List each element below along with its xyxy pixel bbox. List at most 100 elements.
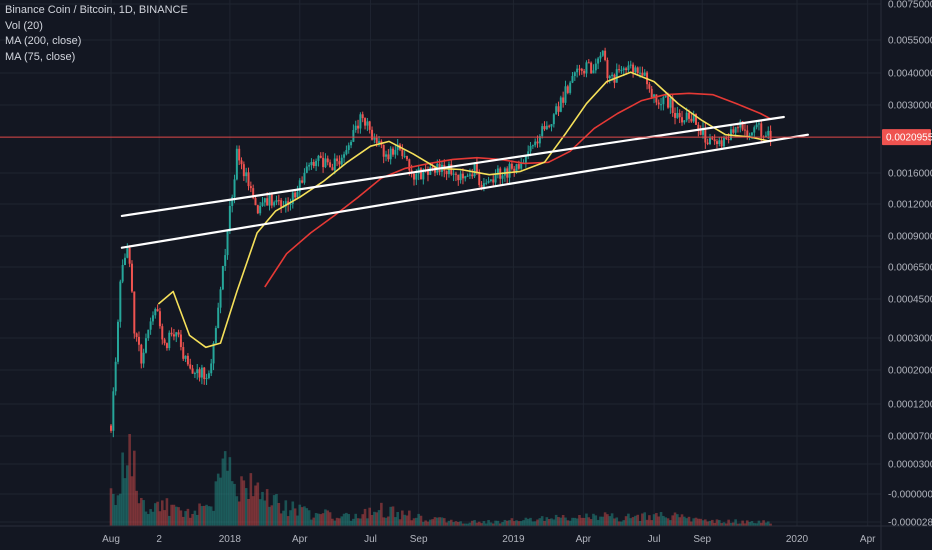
candle-262 [720, 136, 723, 150]
candle-203 [583, 69, 586, 77]
candle-body [699, 129, 702, 135]
symbol-title[interactable]: Binance Coin / Bitcoin, 1D, BINANCE [5, 4, 188, 16]
candle-body [426, 169, 429, 175]
volume-bar-283 [769, 523, 772, 526]
volume-bar-265 [727, 519, 730, 526]
volume-bar-80 [296, 515, 299, 526]
volume-bar-210 [599, 516, 602, 526]
candle-body [636, 67, 639, 74]
candle-body [329, 162, 332, 168]
volume-bar-181 [531, 521, 535, 526]
candle-95 [331, 163, 334, 171]
volume-bar-151 [461, 523, 465, 526]
candle-body [196, 369, 199, 374]
candle-body [606, 60, 609, 79]
volume-bar-102 [347, 514, 351, 526]
candle-213 [606, 57, 609, 84]
candle-body [343, 154, 346, 158]
volume-bar-41 [205, 504, 208, 526]
indicator-ma200[interactable]: MA (200, close) [5, 35, 82, 47]
candle-body [720, 140, 723, 147]
candle-body [412, 173, 415, 180]
volume-bar-121 [391, 506, 395, 526]
candle-body [718, 140, 721, 145]
candle-83 [303, 168, 306, 185]
volume-bar-16 [146, 514, 150, 526]
candle-body [757, 123, 760, 125]
volume-bar-149 [456, 522, 460, 526]
candle-body [249, 186, 252, 189]
candle-body [261, 202, 264, 206]
volume-bar-163 [489, 522, 493, 526]
candle-body [170, 332, 173, 335]
candle-235 [657, 99, 660, 109]
trendline-2[interactable] [120, 133, 809, 249]
trendline-1[interactable] [120, 115, 785, 218]
candle-168 [501, 172, 504, 185]
candle-99 [340, 154, 343, 167]
candle-24 [165, 342, 168, 351]
candle-body [545, 125, 548, 130]
candle-body [217, 307, 220, 329]
candle-body [203, 367, 206, 380]
candle-58 [245, 167, 248, 183]
candle-body [466, 175, 469, 177]
volume-bar-197 [568, 520, 572, 526]
volume-bar-274 [748, 522, 751, 526]
volume-bar-107 [359, 518, 362, 526]
volume-bar-201 [578, 514, 581, 526]
candle-body [489, 179, 492, 182]
volume-bar-113 [373, 511, 376, 526]
trendlines[interactable] [120, 115, 809, 249]
candle-267 [732, 126, 735, 134]
candle-16 [147, 329, 150, 341]
volume-bar-271 [741, 520, 744, 526]
volume-bar-100 [342, 513, 346, 526]
candle-2 [114, 357, 117, 396]
volume-bar-54 [235, 496, 239, 526]
candle-87 [312, 159, 315, 169]
volume-bar-214 [608, 516, 612, 526]
volume-bar-263 [722, 522, 726, 526]
candle-194 [562, 91, 565, 108]
volume-bar-235 [657, 516, 661, 526]
volume-bar-115 [377, 510, 381, 526]
candle-22 [161, 323, 164, 345]
candle-212 [604, 47, 607, 62]
volume-bar-143 [442, 518, 446, 526]
volume-bar-106 [356, 518, 360, 526]
volume-bar-228 [641, 513, 644, 526]
candle-111 [368, 120, 371, 134]
volume-bar-119 [387, 516, 390, 526]
candle-body [140, 344, 143, 364]
candle-body [727, 139, 730, 141]
volume-bar-260 [715, 519, 719, 526]
candle-body [266, 198, 269, 206]
candle-218 [618, 64, 621, 73]
candle-150 [459, 170, 462, 184]
candle-54 [235, 145, 238, 181]
candle-body [389, 148, 392, 160]
volume-bar-266 [729, 522, 733, 526]
candle-body [732, 129, 735, 133]
candle-body [583, 70, 586, 74]
candle-9 [130, 260, 133, 293]
volume-bar-224 [631, 517, 635, 526]
volume-bar-159 [480, 523, 483, 526]
volume-bar-171 [508, 520, 511, 526]
candle-body [373, 137, 376, 140]
candle-130 [412, 171, 415, 186]
candle-81 [298, 178, 301, 198]
candle-222 [627, 61, 630, 73]
candle-body [394, 149, 397, 155]
candle-body [368, 121, 371, 130]
indicator-volume[interactable]: Vol (20) [5, 19, 43, 32]
candle-body [515, 164, 518, 172]
candle-56 [240, 157, 243, 170]
indicator-ma75[interactable]: MA (75, close) [5, 50, 76, 63]
candle-body [172, 334, 175, 337]
volume-bar-118 [384, 517, 388, 526]
candle-191 [555, 103, 558, 115]
